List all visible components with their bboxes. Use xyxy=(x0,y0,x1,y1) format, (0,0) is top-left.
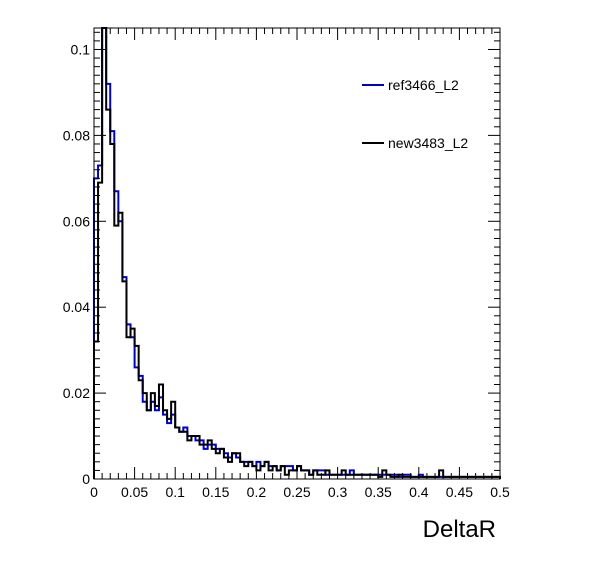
y-tick-label: 0.04 xyxy=(63,299,90,315)
x-tick-label: 0.2 xyxy=(247,484,267,500)
legend-label-0: ref3466_L2 xyxy=(388,77,459,93)
legend-box xyxy=(356,62,488,170)
x-tick-label: 0.5 xyxy=(490,484,510,500)
y-tick-label: 0.08 xyxy=(63,127,90,143)
axis-ticks: 0 0.05 0.1 0.15 0.2 0.25 0.3 0.35 0.4 0.45 0.5 0 0.0… xyxy=(63,28,510,500)
x-tick-label: 0.45 xyxy=(446,484,473,500)
x-tick-label: 0 xyxy=(90,484,98,500)
x-tick-label: 0.4 xyxy=(409,484,429,500)
legend-label-1: new3483_L2 xyxy=(388,135,468,151)
y-tick-label: 0 xyxy=(82,471,90,487)
y-tick-label: 0.02 xyxy=(63,385,90,401)
legend: ref3466_L2 new3483_L2 xyxy=(356,62,488,170)
x-tick-label: 0.15 xyxy=(202,484,229,500)
y-tick-label: 0.1 xyxy=(71,41,91,57)
x-tick-label: 0.35 xyxy=(365,484,392,500)
x-tick-label: 0.25 xyxy=(283,484,310,500)
x-tick-label: 0.3 xyxy=(328,484,348,500)
x-tick-label: 0.05 xyxy=(121,484,148,500)
x-tick-label: 0.1 xyxy=(165,484,185,500)
y-tick-label: 0.06 xyxy=(63,213,90,229)
x-axis-label: DeltaR xyxy=(423,516,496,543)
